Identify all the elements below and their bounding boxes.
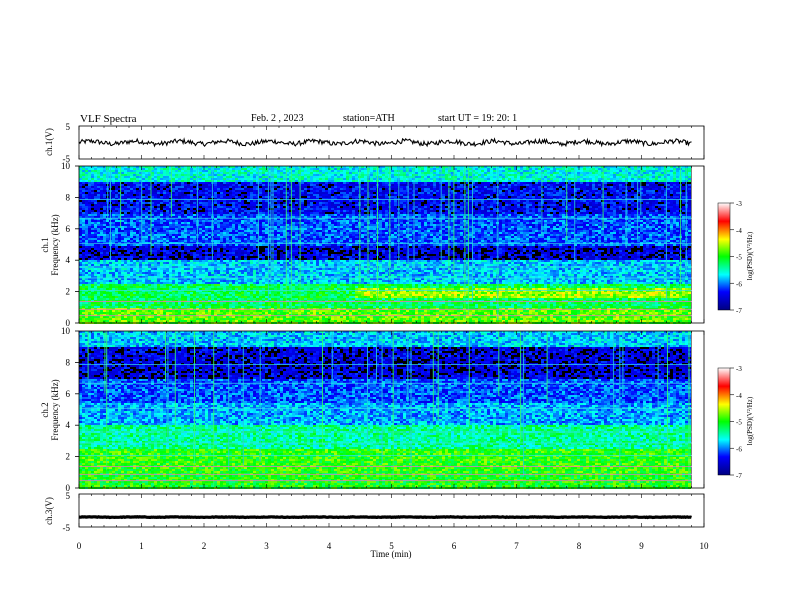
colorbar-tick-label: -4 [736,227,742,235]
x-axis-label: Time (min) [371,549,412,559]
colorbar-tick-label: -5 [736,254,742,262]
xtick-label: 2 [202,541,207,551]
ytick-label: 6 [66,389,71,399]
ch1-colorbar: -3 -4 -5 -6 -7 log(PSD)(V²/Hz) [718,200,754,315]
ch1-waveform-line [79,139,692,146]
colorbar-tick-label: -7 [736,307,742,315]
xtick-label: 1 [139,541,144,551]
ytick-label: 2 [66,287,71,297]
ytick-label: 4 [66,255,71,265]
ch2-colorbar-label: log(PSD)(V²/Hz) [746,396,754,445]
ch3-ytick-top: 5 [66,491,71,501]
xtick-label: 10 [700,541,710,551]
colorbar-tick-label: -3 [736,365,742,373]
xtick-label: 3 [264,541,269,551]
ch1-spec-ylabel-line1: ch.1 [40,237,50,252]
colorbar-tick-label: -5 [736,419,742,427]
xtick-label: 8 [577,541,582,551]
colorbar-tick-label: -3 [736,200,742,208]
colorbar-tick-label: -4 [736,392,742,400]
ch3-waveform-line [79,517,692,518]
ch2-spec-ylabel-line2: Frequency (kHz) [50,379,60,440]
xtick-label: 6 [452,541,457,551]
ch3-waveform-panel: 5 -5 ch.3(V) [44,491,704,533]
ytick-label: 6 [66,224,71,234]
ytick-label: 10 [61,161,71,171]
ch2-colorbar-gradient [718,368,730,475]
ch1-waveform-panel: 5 -5 ch.1(V) [44,122,704,164]
ytick-label: 4 [66,420,71,430]
xtick-label: 7 [514,541,519,551]
ytick-label: 10 [61,326,71,336]
ch1-spec-ylabel-line2: Frequency (kHz) [50,214,60,275]
ytick-label: 8 [66,357,71,367]
ch1-ytick-top: 5 [66,122,71,132]
ch1-colorbar-label: log(PSD)(V²/Hz) [746,231,754,280]
xtick-label: 9 [639,541,644,551]
ch1-ylabel: ch.1(V) [44,128,54,156]
colorbar-tick-label: -6 [736,280,742,288]
ch3-ytick-bottom: -5 [63,523,71,533]
ch3-ylabel: ch.3(V) [44,497,54,525]
ch2-colorbar: -3 -4 -5 -6 -7 log(PSD)(V²/Hz) [718,365,754,480]
colorbar-tick-label: -7 [736,472,742,480]
ytick-label: 2 [66,452,71,462]
xtick-label: 4 [327,541,332,551]
xtick-label: 0 [77,541,82,551]
ytick-label: 8 [66,192,71,202]
colorbar-tick-label: -6 [736,445,742,453]
ch2-spec-ylabel-line1: ch.2 [40,402,50,417]
ch3-frame [79,494,704,527]
ch1-colorbar-gradient [718,203,730,310]
